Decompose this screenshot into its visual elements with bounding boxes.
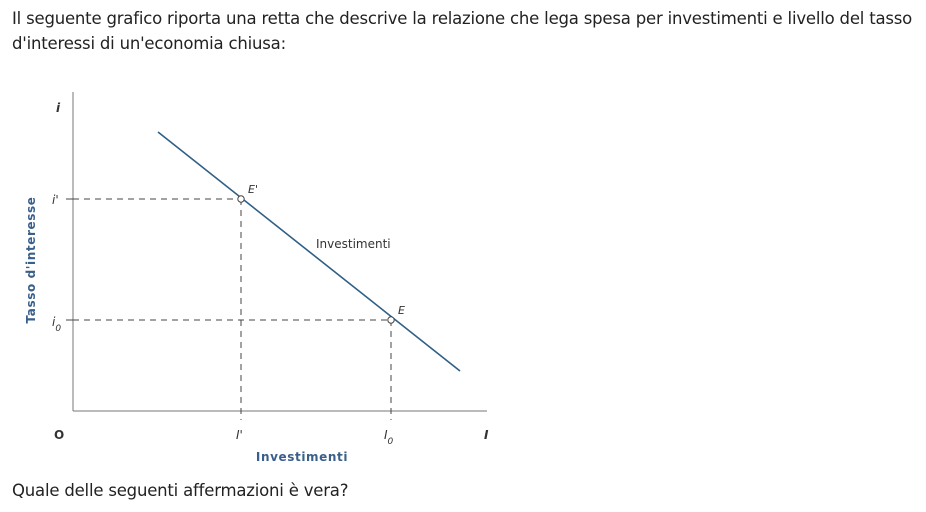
x-axis-title: Investimenti — [256, 450, 348, 464]
y-tick-label-i-prime: i' — [52, 193, 59, 207]
y-axis-title: Tasso d'interesse — [24, 197, 38, 324]
y-tick-label-i0: i0 — [52, 315, 61, 334]
point-label-e-prime: E' — [248, 183, 258, 196]
y-axis-symbol: i — [56, 101, 61, 115]
point-e — [387, 316, 395, 324]
series-label-investimenti: Investimenti — [316, 237, 391, 251]
x-tick-label-i-prime: I' — [236, 428, 243, 442]
investment-line — [157, 131, 461, 372]
x-axis-symbol: I — [484, 428, 489, 442]
point-e-prime — [237, 195, 245, 203]
origin-label: O — [54, 428, 64, 442]
intro-text: Il seguente grafico riporta una retta ch… — [12, 9, 913, 53]
x-tick-label-i0: I0 — [384, 428, 394, 447]
point-label-e: E — [398, 304, 405, 317]
guide-lines — [73, 198, 392, 420]
question-text: Quale delle seguenti affermazioni è vera… — [12, 481, 349, 500]
